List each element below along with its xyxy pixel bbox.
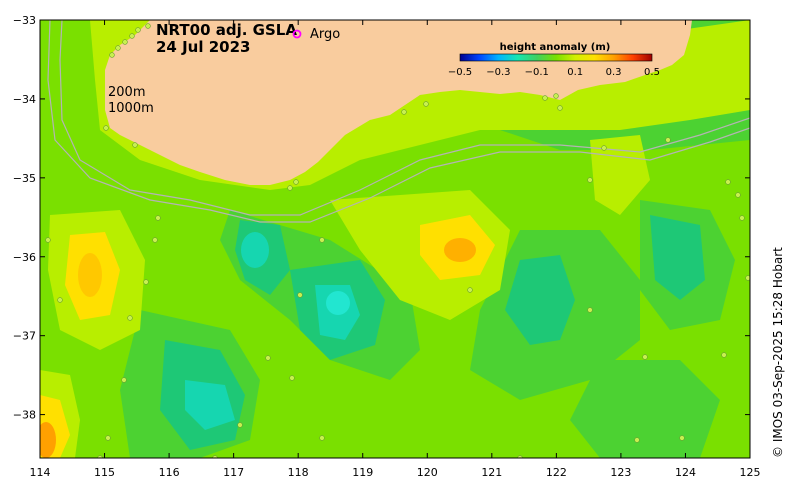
x-tick-label: 121 <box>481 466 502 479</box>
isobath-1000m <box>47 20 750 223</box>
observation-dot <box>122 39 128 45</box>
x-tick-label: 117 <box>223 466 244 479</box>
colorbar-tick-label: −0.1 <box>525 67 549 78</box>
observation-dot <box>319 435 325 441</box>
cool-feature-5 <box>505 255 575 345</box>
plot-area <box>40 20 750 458</box>
y-tick-label: −33 <box>13 14 36 27</box>
credit-text: © IMOS 03-Sep-2025 15:28 Hobart <box>771 247 785 458</box>
x-tick-label: 123 <box>610 466 631 479</box>
observation-dot <box>97 455 103 458</box>
cool-core-2 <box>326 291 350 315</box>
observation-dot <box>132 142 138 148</box>
observation-dot <box>152 237 158 243</box>
observation-dot <box>129 33 135 39</box>
y-tick-label: −38 <box>13 409 36 422</box>
x-tick-label: 120 <box>417 466 438 479</box>
observation-dots <box>45 23 750 458</box>
isobath-label-1000m: 1000m <box>108 101 154 116</box>
colorbar <box>459 53 653 62</box>
isobath-200m <box>59 20 750 216</box>
observation-dot <box>745 275 750 281</box>
observation-dot <box>735 192 741 198</box>
warm-orange-3 <box>40 422 56 458</box>
colorbar-tick-label: −0.5 <box>448 67 472 78</box>
observation-dot <box>127 315 133 321</box>
observation-dot <box>45 237 51 243</box>
y-axis: −33 −34 −35 −36 −37 −38 <box>13 14 750 422</box>
observation-dot <box>642 354 648 360</box>
colorbar-title: height anomaly (m) <box>500 42 611 53</box>
observation-dot <box>105 435 111 441</box>
observation-dot <box>587 307 593 313</box>
x-tick-label: 119 <box>352 466 373 479</box>
plot-frame <box>39 19 751 459</box>
colorbar-tick-label: 0.3 <box>606 67 622 78</box>
colorbar-tick-label: −0.3 <box>486 67 510 78</box>
observation-dot <box>287 185 293 191</box>
observation-dot <box>553 93 559 99</box>
observation-dot <box>289 375 295 381</box>
x-tick-label: 118 <box>288 466 309 479</box>
observation-dot <box>601 145 607 151</box>
observation-dot <box>57 297 63 303</box>
observation-dot <box>557 105 563 111</box>
observation-dot <box>665 137 671 143</box>
observation-dot <box>423 101 429 107</box>
y-tick-label: −36 <box>13 251 36 264</box>
cool-feature-4 <box>650 215 705 300</box>
contour-mid-5 <box>570 360 720 458</box>
observation-dot <box>109 52 115 58</box>
y-tick-label: −35 <box>13 172 36 185</box>
colorbar-tick-label: 0.5 <box>644 67 660 78</box>
observation-dot <box>265 355 271 361</box>
isobath-label-200m: 200m <box>108 85 145 100</box>
cool-core-3 <box>185 380 235 430</box>
observation-dot <box>212 455 218 458</box>
x-tick-label: 124 <box>675 466 696 479</box>
observation-dot <box>517 455 523 458</box>
y-tick-label: −34 <box>13 93 36 106</box>
observation-dot <box>467 287 473 293</box>
y-tick-label: −37 <box>13 330 36 343</box>
observation-dot <box>293 179 299 185</box>
observation-dot <box>145 23 151 29</box>
observation-dot <box>634 437 640 443</box>
observation-dot <box>725 179 731 185</box>
observation-dot <box>121 377 127 383</box>
x-tick-label: 114 <box>30 466 51 479</box>
observation-dot <box>115 45 121 51</box>
x-tick-label: 122 <box>546 466 567 479</box>
colorbar-tick-label: 0.1 <box>567 67 583 78</box>
x-tick-label: 115 <box>94 466 115 479</box>
observation-dot <box>155 215 161 221</box>
observation-dot <box>721 352 727 358</box>
observation-dot <box>587 177 593 183</box>
observation-dot <box>401 109 407 115</box>
observation-dot <box>739 215 745 221</box>
observation-dot <box>135 27 141 33</box>
observation-dot <box>103 125 109 131</box>
argo-label: Argo <box>310 27 340 42</box>
x-tick-label: 125 <box>740 466 761 479</box>
x-axis: 114 115 116 117 118 119 120 121 122 123 124 125 <box>30 20 761 479</box>
observation-dot <box>297 292 303 298</box>
argo-marker <box>292 29 302 39</box>
observation-dot <box>143 279 149 285</box>
map-date: 24 Jul 2023 <box>156 38 250 56</box>
observation-dot <box>679 435 685 441</box>
map-title: NRT00 adj. GSLA <box>156 21 297 39</box>
x-tick-label: 116 <box>159 466 180 479</box>
warm-orange-1 <box>78 253 102 297</box>
observation-dot <box>542 95 548 101</box>
observation-dot <box>237 422 243 428</box>
colorbar-ticks: −0.5 −0.3 −0.1 0.1 0.3 0.5 <box>448 67 660 78</box>
cool-core-4 <box>241 232 269 268</box>
observation-dot <box>319 237 325 243</box>
warm-orange-2 <box>444 238 476 262</box>
